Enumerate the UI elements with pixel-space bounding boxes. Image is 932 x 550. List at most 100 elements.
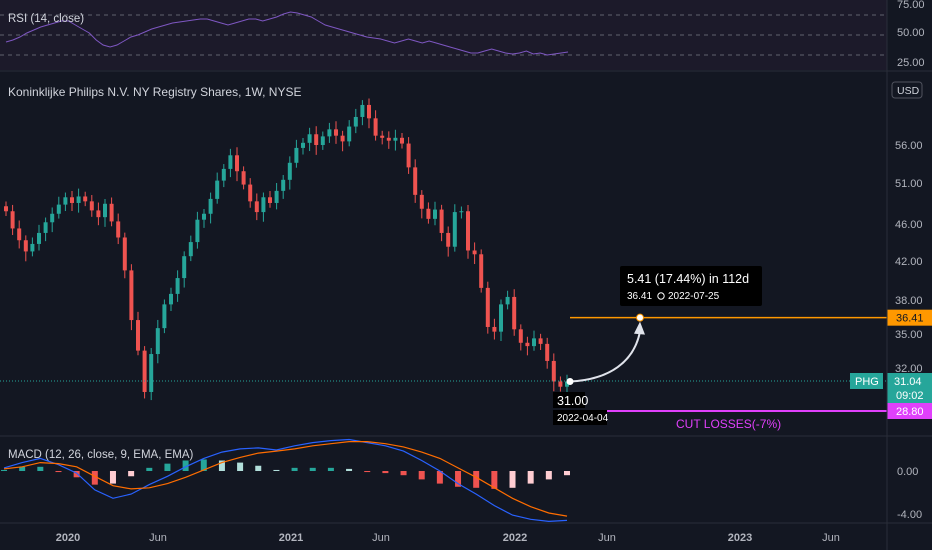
macd-histogram-bar <box>19 466 26 471</box>
rsi-title: RSI (14, close) <box>8 13 84 25</box>
candle-body <box>23 240 28 252</box>
rsi-tick-25: 25.00 <box>897 57 925 69</box>
macd-histogram-bar <box>418 471 425 480</box>
candle-body <box>340 135 345 142</box>
last-price-label: 31.04 <box>894 376 922 388</box>
rsi-grid <box>0 14 887 56</box>
currency-label: USD <box>897 85 920 97</box>
candle-body <box>327 129 332 137</box>
macd-histogram-bar <box>164 463 171 471</box>
price-tick-label: 56.00 <box>895 140 923 152</box>
entry-point-marker[interactable] <box>566 378 574 386</box>
projection-arrow[interactable] <box>569 331 641 383</box>
candle-body <box>63 197 68 205</box>
stop-price-tag-label: 28.80 <box>896 406 924 418</box>
candle-body <box>558 381 563 387</box>
macd-line <box>3 438 568 523</box>
macd-histogram-bar <box>273 469 280 471</box>
time-tick-label: 2023 <box>728 532 752 544</box>
time-tick-label: Jun <box>149 532 167 544</box>
candle-body <box>466 211 470 251</box>
candle-body <box>215 180 220 199</box>
macd-tick-neg4: -4.00 <box>897 509 922 521</box>
macd-title: MACD (12, 26, close, 9, EMA, EMA) <box>8 449 194 461</box>
macd-histogram-bar <box>1 469 7 471</box>
candle-body <box>30 243 35 252</box>
candle-body <box>155 328 160 355</box>
macd-histogram-bar <box>382 471 389 474</box>
candle-body <box>76 196 81 203</box>
macd-histogram-bar <box>255 465 262 471</box>
macd-histogram-bar <box>346 468 353 471</box>
candle-body <box>248 184 253 202</box>
rsi-line <box>5 11 569 56</box>
macd-histogram-bar <box>364 471 371 473</box>
candle-body <box>109 203 114 222</box>
macd-histogram-bar <box>400 471 407 476</box>
candle-body <box>353 116 358 127</box>
macd-histogram-bar <box>73 471 80 478</box>
candle-body <box>149 354 154 392</box>
candle-body <box>274 190 279 203</box>
clock-icon <box>657 292 665 300</box>
candle-body <box>235 155 239 172</box>
candle-body <box>492 326 497 332</box>
candle-body <box>228 155 233 169</box>
candle-body <box>221 168 226 181</box>
candle-body <box>4 206 8 212</box>
candle-body <box>505 296 510 305</box>
price-tick-label: 51.00 <box>895 178 923 190</box>
candle-body <box>320 136 325 145</box>
macd-histogram-bar <box>182 460 189 471</box>
candle-body <box>162 304 167 329</box>
price-tick-label: 35.00 <box>895 329 923 341</box>
macd-histogram-bar <box>291 467 298 471</box>
price-tick-label: 32.00 <box>895 363 923 375</box>
candle-body <box>565 381 569 387</box>
macd-histogram-bar <box>218 460 225 471</box>
candle-body <box>393 137 398 141</box>
candle-body <box>195 219 200 243</box>
candle-body <box>400 137 404 144</box>
candle-body <box>50 213 55 223</box>
candle-body <box>103 203 107 218</box>
candle-body <box>241 171 246 185</box>
time-tick-label: 2021 <box>279 532 303 544</box>
rsi-tick-75: 75.00 <box>897 0 925 11</box>
time-tick-label: 2020 <box>56 532 80 544</box>
candle-body <box>307 134 312 143</box>
countdown-label: 09:02 <box>896 390 924 402</box>
candle-body <box>56 204 61 214</box>
candle-body <box>459 211 464 213</box>
macd-histogram-bar <box>146 467 153 471</box>
time-tick-label: Jun <box>598 532 616 544</box>
candle-body <box>386 137 391 141</box>
candle-body <box>433 209 437 219</box>
time-tick-label: Jun <box>822 532 840 544</box>
stop-loss-label: CUT LOSSES(-7%) <box>676 417 781 431</box>
candle-body <box>532 338 536 347</box>
symbol-tag-label: PHG <box>855 376 879 388</box>
candle-body <box>188 242 193 257</box>
candle-body <box>122 237 127 271</box>
macd-histogram-bar <box>309 467 316 471</box>
candle-body <box>182 256 187 279</box>
candle-body <box>301 142 305 148</box>
candle-body <box>281 179 286 191</box>
target-point-marker[interactable] <box>636 313 644 322</box>
candle-body <box>261 197 266 213</box>
currency-button[interactable] <box>891 81 923 99</box>
macd-histogram-bar <box>237 462 244 471</box>
entry-price-tooltip <box>553 392 585 408</box>
macd-histogram-bar <box>128 471 135 477</box>
candle-body <box>83 196 88 202</box>
candle-body <box>413 167 418 195</box>
entry-date: 2022-04-04 <box>557 413 609 424</box>
projection-change: 5.41 (17.44%) in 112d <box>627 272 749 286</box>
candle-body <box>373 118 378 136</box>
candle-body <box>360 104 365 117</box>
macd-histogram-bar <box>545 471 552 480</box>
candle-body <box>545 343 550 361</box>
macd-histogram-bar <box>109 471 116 484</box>
